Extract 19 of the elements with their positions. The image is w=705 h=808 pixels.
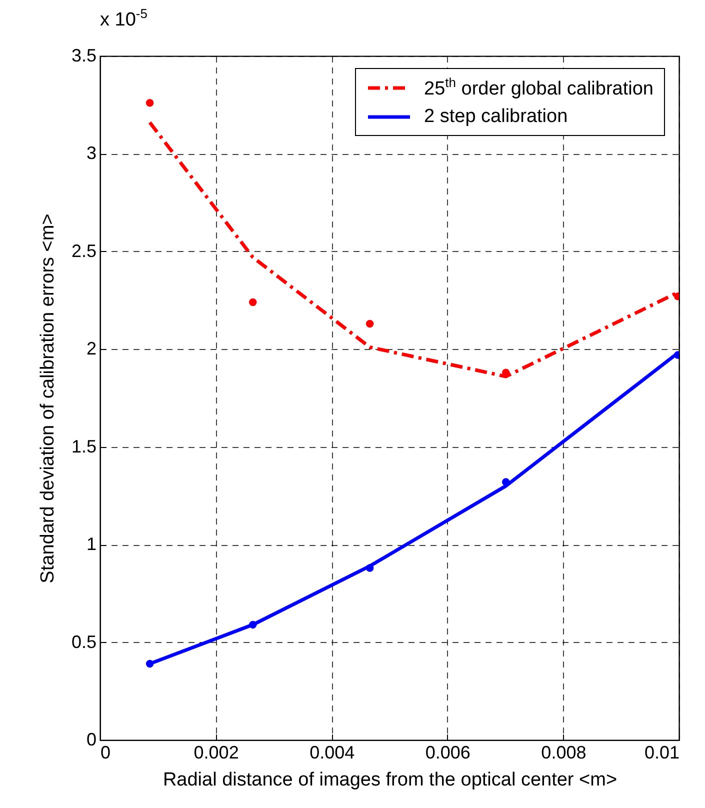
y-tick-label: 2.5: [71, 240, 96, 261]
x-tick-label: 0.004: [310, 742, 355, 762]
y-tick-label: 2: [86, 338, 96, 359]
y-tick-label: 1.5: [71, 436, 96, 456]
y-tick-label: 0: [86, 730, 96, 750]
legend-label: 25$^{th}$ order global calibration: [424, 74, 654, 100]
x-axis-title: Radial distance of images from the optical center <m>: [162, 770, 618, 790]
x-tick-label: 0.006: [425, 742, 470, 762]
y-axis-title: Standard deviation of calibration errors <m>: [37, 214, 58, 584]
x-tick-label: 0.008: [541, 742, 586, 762]
text: x 10$^{-5}$: [100, 6, 148, 32]
y-tick-label: 1: [86, 534, 96, 554]
x-tick-label: 0.002: [194, 742, 239, 762]
y-tick-label: 3: [86, 143, 96, 164]
y-tick-label: 3.5: [71, 46, 96, 66]
y-tick-label: 0.5: [71, 632, 96, 652]
x-tick-label: 0: [100, 742, 111, 762]
legend-label: 2 step calibration: [424, 106, 568, 128]
x-tick-label: 0.01: [644, 742, 680, 762]
